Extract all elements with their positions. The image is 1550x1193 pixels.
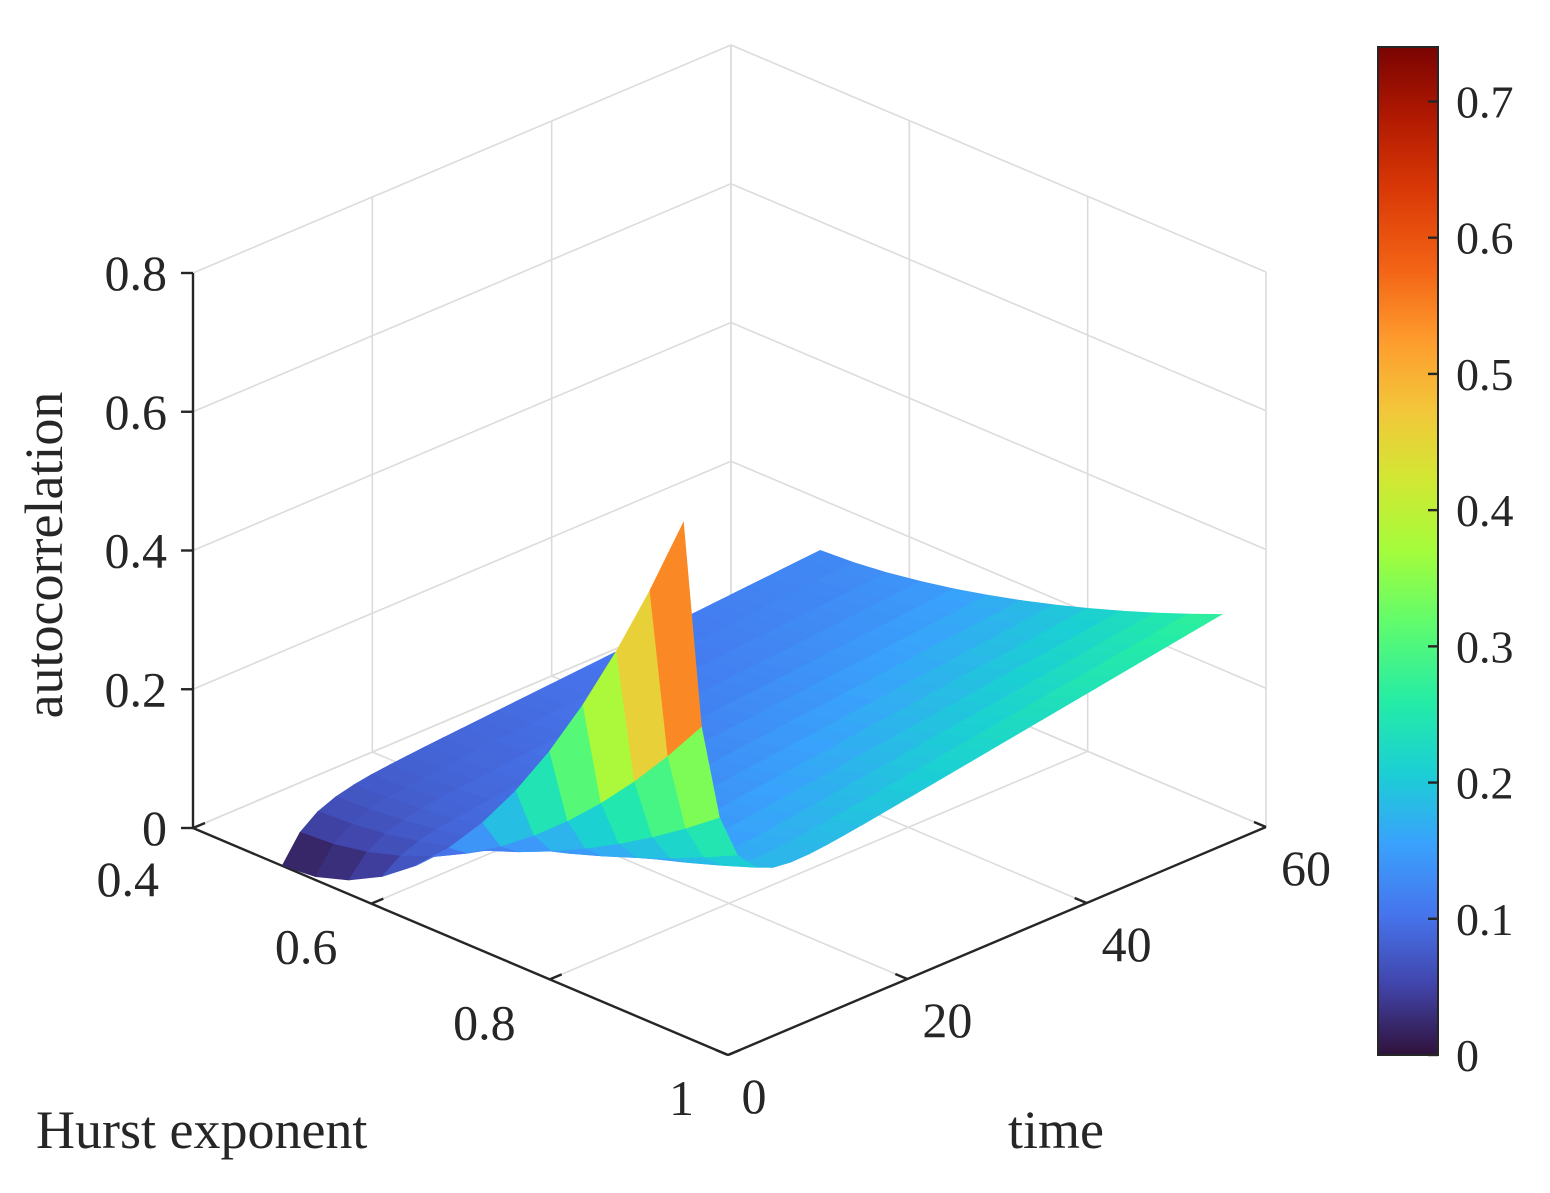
x-tick-mark [1253,820,1267,829]
grid-lines [192,44,1267,1056]
colorbar-tick-label: 0.7 [1456,76,1514,127]
colorbar-tick-label: 0.6 [1456,213,1514,264]
grid-line-wall-z2 [730,183,1267,412]
x-tick-label: 0 [742,1068,767,1124]
grid-line-wall-z [192,44,732,274]
colorbar-tick-label: 0 [1456,1030,1479,1081]
colorbar-gradient [1377,46,1439,1056]
x-axis-label: time [1008,1100,1104,1160]
grid-line-floor-y [549,750,1088,981]
grid-line-wall-z2 [730,321,1267,551]
y-tick-mark [727,1048,741,1057]
z-axis-label: autocorrelation [14,392,74,719]
y-tick-label: 0.4 [97,851,160,907]
y-tick-mark [549,973,563,981]
z-tick-label: 0.6 [105,384,168,440]
z-tick-label: 0.2 [105,661,168,717]
y-tick-label: 0.6 [275,919,338,975]
colorbar-tick-label: 0.1 [1456,894,1514,945]
y-tick-label: 1 [669,1070,694,1126]
z-tick-label: 0.8 [105,245,168,301]
grid-line-wall-z [192,183,732,413]
x-tick-label: 60 [1281,840,1331,896]
colorbar: 0 0.1 0.2 0.3 0.4 0.5 0.6 0.7 [1377,46,1514,1081]
surface-patch [649,521,702,757]
grid-line-wall-z2 [730,44,1267,273]
colorbar-tick-label: 0.4 [1456,485,1514,536]
grid-line-wall-z [192,460,732,690]
x-tick-label: 20 [922,992,972,1048]
colorbar-tick-label: 0.5 [1456,349,1514,400]
y-tick-label: 0.8 [453,994,516,1050]
y-tick-mark [192,821,206,830]
x-tick-label: 40 [1102,916,1152,972]
x-tick-mark [715,1048,729,1057]
y-tick-mark [370,897,384,905]
z-tick-label: 0 [142,800,167,856]
colorbar-tick-label: 0.3 [1456,621,1514,672]
surface [281,521,1223,881]
y-axis-label: Hurst exponent [36,1100,367,1160]
x-tick-mark [1074,896,1088,905]
grid-line-wall-z [192,321,732,552]
x-tick-mark [894,972,908,981]
colorbar-tick-label: 0.2 [1456,758,1514,809]
z-tick-label: 0.4 [105,523,168,579]
x-axis-line [727,825,1267,1057]
grid-line-wall-z2 [730,460,1267,689]
